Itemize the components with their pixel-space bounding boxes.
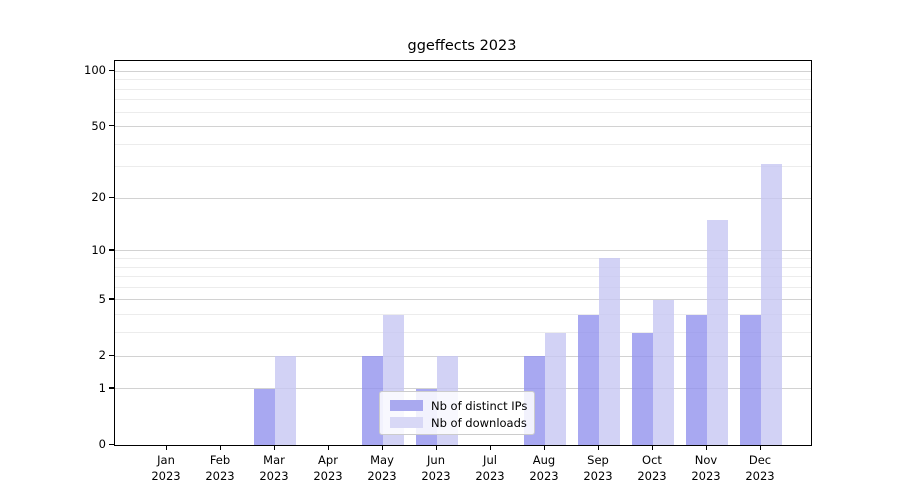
x-tick-mark-jun (436, 445, 438, 450)
x-tick-mark-dec (760, 445, 762, 450)
gridline-major-1 (115, 388, 811, 389)
y-tick-label-5: 5 (98, 291, 106, 306)
x-tick-label-apr: Apr 2023 (313, 453, 343, 483)
gridline-major-2 (115, 356, 811, 357)
gridline-minor-70 (115, 99, 811, 100)
legend-item-downloads: Nb of downloads (390, 414, 534, 431)
bar-downloads-nov (707, 220, 728, 445)
gridline-major-5 (115, 299, 811, 300)
y-tick-label-2: 2 (98, 348, 106, 362)
gridline-minor-40 (115, 144, 811, 145)
bar-downloads-sep (599, 258, 620, 445)
x-tick-mark-mar (274, 445, 276, 450)
gridline-minor-6 (115, 287, 811, 288)
gridline-minor-90 (115, 79, 811, 80)
gridline-minor-80 (115, 89, 811, 90)
y-tick-mark-100 (109, 69, 114, 71)
bar-ips-nov (686, 314, 707, 445)
y-tick-mark-50 (109, 125, 114, 127)
x-tick-mark-may (382, 445, 384, 450)
x-tick-mark-feb (220, 445, 222, 450)
x-tick-label-dec: Dec 2023 (745, 453, 775, 483)
x-tick-mark-apr (328, 445, 330, 450)
bar-ips-dec (740, 314, 761, 445)
gridline-minor-3 (115, 332, 811, 333)
bar-downloads-dec (761, 164, 782, 445)
plot-area (114, 60, 812, 446)
y-tick-label-100: 100 (84, 63, 106, 78)
x-tick-label-jun: Jun 2023 (421, 453, 451, 483)
x-tick-label-nov: Nov 2023 (691, 453, 721, 483)
x-tick-mark-oct (652, 445, 654, 450)
y-tick-mark-0 (109, 443, 114, 445)
legend: Nb of distinct IPs Nb of downloads (379, 391, 535, 435)
bar-downloads-aug (545, 332, 566, 445)
x-tick-label-mar: Mar 2023 (259, 453, 289, 483)
gridline-minor-4 (115, 314, 811, 315)
y-tick-mark-1 (109, 387, 114, 389)
chart-title: ggeffects 2023 (407, 38, 517, 54)
y-tick-label-0: 0 (98, 437, 106, 451)
gridline-minor-30 (115, 166, 811, 167)
x-tick-label-may: May 2023 (367, 453, 397, 483)
x-tick-label-aug: Aug 2023 (529, 453, 559, 483)
y-tick-mark-20 (109, 196, 114, 199)
x-tick-mark-sep (598, 445, 600, 450)
y-tick-mark-2 (109, 354, 114, 356)
gridline-major-100 (115, 71, 811, 72)
legend-swatch-distinct-ips (390, 400, 423, 411)
gridline-major-10 (115, 250, 811, 251)
gridline-minor-8 (115, 267, 811, 268)
y-tick-mark-5 (109, 298, 114, 300)
bar-ips-oct (632, 332, 653, 445)
x-tick-label-oct: Oct 2023 (637, 453, 667, 483)
legend-swatch-downloads (390, 417, 423, 428)
y-tick-label-50: 50 (91, 118, 106, 133)
x-tick-mark-nov (706, 445, 708, 450)
x-tick-mark-aug (544, 445, 546, 450)
bar-downloads-mar (275, 356, 296, 445)
y-tick-mark-10 (109, 249, 114, 251)
x-tick-label-sep: Sep 2023 (583, 453, 613, 483)
y-tick-label-20: 20 (91, 190, 106, 205)
bar-ips-may (362, 356, 383, 445)
x-tick-label-jan: Jan 2023 (151, 453, 181, 483)
gridline-major-50 (115, 126, 811, 127)
gridline-minor-7 (115, 276, 811, 277)
gridline-major-20 (115, 198, 811, 199)
bar-ips-sep (578, 314, 599, 445)
y-tick-label-1: 1 (98, 380, 106, 395)
legend-item-distinct-ips: Nb of distinct IPs (390, 397, 534, 414)
legend-label-distinct-ips: Nb of distinct IPs (431, 398, 528, 413)
bar-downloads-oct (653, 299, 674, 445)
gridline-minor-60 (115, 112, 811, 113)
bar-ips-mar (254, 388, 275, 445)
legend-label-downloads: Nb of downloads (431, 415, 527, 430)
x-tick-mark-jul (490, 445, 492, 450)
x-tick-mark-jan (166, 445, 168, 450)
x-tick-label-jul: Jul 2023 (475, 453, 505, 483)
x-tick-label-feb: Feb 2023 (205, 453, 235, 483)
y-tick-label-10: 10 (91, 242, 106, 257)
gridline-minor-9 (115, 258, 811, 259)
